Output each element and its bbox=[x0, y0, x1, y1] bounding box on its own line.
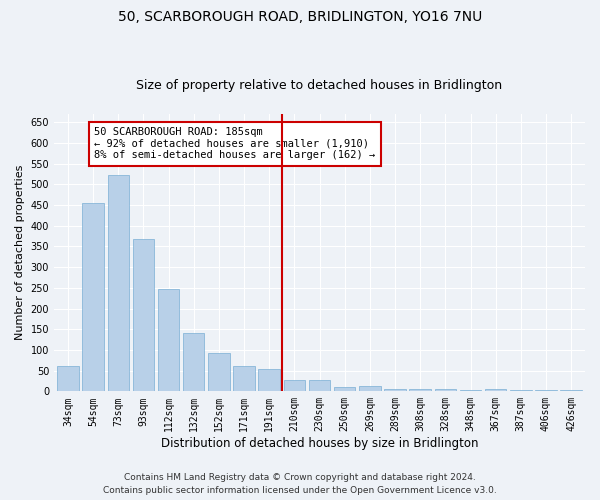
Bar bbox=[158, 288, 179, 392]
Text: 50 SCARBOROUGH ROAD: 185sqm
← 92% of detached houses are smaller (1,910)
8% of s: 50 SCARBOROUGH ROAD: 185sqm ← 92% of det… bbox=[94, 127, 376, 160]
Text: Contains HM Land Registry data © Crown copyright and database right 2024.
Contai: Contains HM Land Registry data © Crown c… bbox=[103, 474, 497, 495]
Y-axis label: Number of detached properties: Number of detached properties bbox=[15, 165, 25, 340]
Bar bbox=[359, 386, 380, 392]
Bar bbox=[82, 203, 104, 392]
Bar bbox=[107, 176, 129, 392]
Bar bbox=[460, 390, 481, 392]
Bar bbox=[334, 387, 355, 392]
Bar bbox=[57, 366, 79, 392]
Bar bbox=[409, 389, 431, 392]
Bar bbox=[183, 334, 205, 392]
Bar bbox=[485, 390, 506, 392]
Bar bbox=[535, 390, 557, 392]
Bar bbox=[233, 366, 255, 392]
Text: 50, SCARBOROUGH ROAD, BRIDLINGTON, YO16 7NU: 50, SCARBOROUGH ROAD, BRIDLINGTON, YO16 … bbox=[118, 10, 482, 24]
Bar bbox=[259, 368, 280, 392]
X-axis label: Distribution of detached houses by size in Bridlington: Distribution of detached houses by size … bbox=[161, 437, 478, 450]
Bar bbox=[133, 239, 154, 392]
Bar bbox=[385, 390, 406, 392]
Bar bbox=[560, 390, 582, 392]
Bar bbox=[510, 390, 532, 392]
Bar bbox=[309, 380, 330, 392]
Title: Size of property relative to detached houses in Bridlington: Size of property relative to detached ho… bbox=[136, 79, 503, 92]
Bar bbox=[434, 390, 456, 392]
Bar bbox=[208, 354, 230, 392]
Bar bbox=[284, 380, 305, 392]
